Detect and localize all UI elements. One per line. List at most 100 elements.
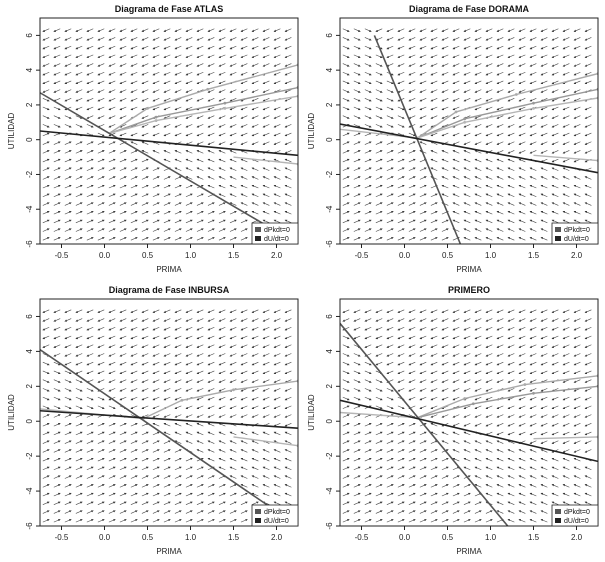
field-arrow: [185, 176, 193, 180]
field-arrow: [64, 54, 72, 58]
field-arrow: [42, 193, 50, 197]
field-arrow: [108, 158, 116, 163]
field-arrow: [42, 89, 50, 93]
field-arrow: [262, 132, 270, 137]
field-arrow: [196, 98, 204, 102]
field-arrow: [86, 193, 94, 197]
field-arrow: [218, 176, 226, 180]
field-arrow: [97, 106, 105, 111]
field-arrow: [152, 228, 160, 232]
field-arrow: [119, 219, 127, 224]
field-arrow: [240, 228, 248, 232]
field-arrow: [53, 219, 61, 224]
field-arrow: [75, 219, 83, 224]
field-arrow: [262, 193, 270, 197]
field-arrow: [42, 80, 50, 85]
field-arrow: [196, 150, 204, 154]
field-arrow: [185, 28, 193, 32]
field-arrow: [75, 37, 83, 41]
field-arrow: [108, 202, 116, 206]
x-tick-label: -0.5: [55, 251, 69, 260]
field-arrow: [284, 63, 292, 67]
field-arrow: [42, 54, 50, 58]
field-arrow: [240, 63, 248, 67]
field-arrow: [152, 80, 160, 85]
field-arrow: [240, 219, 248, 224]
field-arrow: [141, 219, 149, 224]
trajectory-point: [223, 107, 227, 110]
x-tick-label: 1.5: [528, 251, 540, 260]
field-arrow: [75, 141, 83, 145]
y-tick-label: 0: [325, 137, 334, 142]
field-arrow: [240, 176, 248, 180]
field-arrow: [42, 184, 50, 189]
field-arrow: [97, 89, 105, 93]
field-arrow: [163, 184, 171, 189]
field-arrow: [196, 237, 204, 241]
x-tick-label: 1.0: [185, 533, 197, 542]
field-arrow: [185, 184, 193, 189]
field-arrow: [108, 115, 116, 119]
field-arrow: [185, 193, 193, 197]
field-arrow: [53, 141, 61, 145]
trajectory-point: [471, 402, 475, 406]
field-arrow: [119, 132, 127, 137]
field-arrow: [218, 158, 226, 163]
field-arrow: [86, 184, 94, 189]
y-tick-label: 2: [325, 102, 334, 107]
y-tick-label: 4: [325, 349, 334, 354]
field-arrow: [64, 176, 72, 180]
legend-label-dp: dPkdt=0: [564, 227, 590, 234]
field-arrow: [174, 228, 182, 232]
field-arrow: [229, 98, 237, 102]
field-arrow: [174, 176, 182, 180]
field-arrow: [152, 37, 160, 41]
field-arrow: [42, 132, 50, 137]
field-arrow: [229, 228, 237, 232]
trajectory-point: [223, 101, 227, 105]
field-arrow: [97, 237, 105, 241]
field-arrow: [141, 89, 149, 93]
field-arrow: [119, 71, 127, 76]
direction-field: [42, 28, 292, 241]
y-tick-label: -4: [25, 487, 34, 495]
y-tick-label: 2: [25, 384, 34, 389]
y-axis-label: UTILIDAD: [307, 394, 316, 431]
field-arrow: [53, 193, 61, 197]
field-arrow: [229, 132, 237, 137]
field-arrow: [185, 124, 193, 128]
field-arrow: [262, 37, 270, 41]
field-arrow: [342, 211, 350, 215]
field-arrow: [53, 211, 61, 215]
field-arrow: [240, 132, 248, 137]
field-arrow: [229, 237, 237, 241]
field-arrow: [97, 228, 105, 232]
field-arrow: [218, 193, 226, 197]
field-arrow: [130, 237, 138, 241]
legend-swatch-dp: [255, 227, 261, 232]
plot-content: [40, 28, 298, 244]
field-arrow: [284, 37, 292, 41]
field-arrow: [97, 176, 105, 180]
x-tick-label: 2.0: [271, 533, 283, 542]
field-arrow: [163, 63, 171, 67]
x-tick-label: 1.5: [228, 251, 240, 260]
field-arrow: [42, 141, 50, 145]
x-tick-label: 1.5: [228, 533, 240, 542]
trajectory-line: [108, 86, 298, 135]
field-arrow: [42, 63, 50, 67]
y-tick-label: -4: [325, 205, 334, 213]
field-arrow: [174, 89, 182, 93]
field-arrow: [251, 80, 259, 85]
field-arrow: [119, 193, 127, 197]
x-tick-label: 1.5: [528, 533, 540, 542]
field-arrow: [163, 237, 171, 241]
field-arrow: [108, 124, 116, 128]
field-arrow: [174, 184, 182, 189]
direction-field: [342, 28, 592, 241]
field-arrow: [97, 98, 105, 102]
field-arrow: [251, 211, 259, 215]
field-arrow: [108, 184, 116, 189]
field-arrow: [119, 184, 127, 189]
